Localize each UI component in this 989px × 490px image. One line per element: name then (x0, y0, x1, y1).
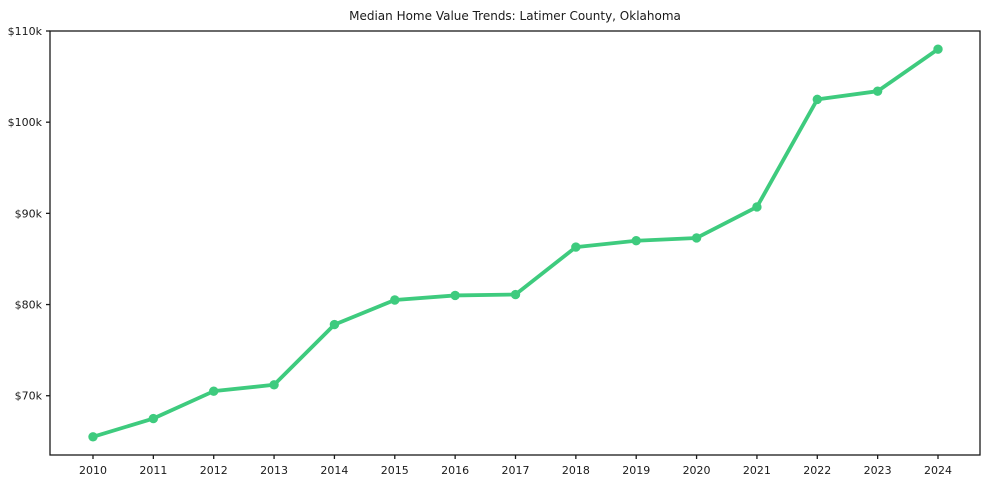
x-tick-label: 2012 (200, 464, 228, 477)
data-point-2020 (691, 233, 702, 243)
data-point-2014 (329, 319, 340, 330)
data-series (88, 44, 943, 442)
data-point-2021 (752, 202, 762, 212)
x-tick-label: 2011 (139, 464, 167, 477)
y-axis: $70k $80k $90k $100k $110k (8, 25, 50, 403)
data-point-2018 (571, 242, 581, 252)
data-point-2017 (510, 289, 521, 300)
x-tick-label: 2022 (803, 464, 831, 477)
data-point-2013 (269, 380, 279, 390)
x-tick-label: 2010 (79, 464, 107, 477)
data-point-2022 (812, 94, 822, 105)
x-tick-label: 2013 (260, 464, 288, 477)
x-tick-label: 2016 (441, 464, 469, 477)
x-axis: 2010 2011 2012 2013 2014 2015 2016 2017 2018 2019… (79, 455, 952, 477)
x-tick-label: 2015 (381, 464, 409, 477)
x-tick-label: 2020 (683, 464, 711, 477)
data-point-2023 (872, 86, 883, 96)
data-point-2011 (148, 413, 159, 424)
x-tick-label: 2024 (924, 464, 952, 477)
x-tick-label: 2014 (320, 464, 348, 477)
x-tick-label: 2019 (622, 464, 650, 477)
chart-title: Median Home Value Trends: Latimer County… (349, 9, 681, 23)
y-tick-label: $70k (15, 390, 43, 403)
data-point-2012 (209, 386, 219, 396)
y-tick-label: $100k (8, 116, 43, 129)
x-tick-label: 2017 (502, 464, 530, 477)
data-point-2019 (631, 236, 641, 246)
x-tick-label: 2023 (864, 464, 892, 477)
x-tick-label: 2018 (562, 464, 590, 477)
y-tick-label: $90k (15, 207, 43, 220)
data-point-2024 (933, 44, 943, 54)
data-point-2015 (390, 295, 400, 305)
x-tick-label: 2021 (743, 464, 771, 477)
data-point-2010 (88, 432, 98, 442)
data-point-2016 (450, 290, 460, 301)
data-line (91, 47, 940, 439)
y-tick-label: $110k (8, 25, 43, 38)
y-tick-label: $80k (15, 299, 43, 312)
